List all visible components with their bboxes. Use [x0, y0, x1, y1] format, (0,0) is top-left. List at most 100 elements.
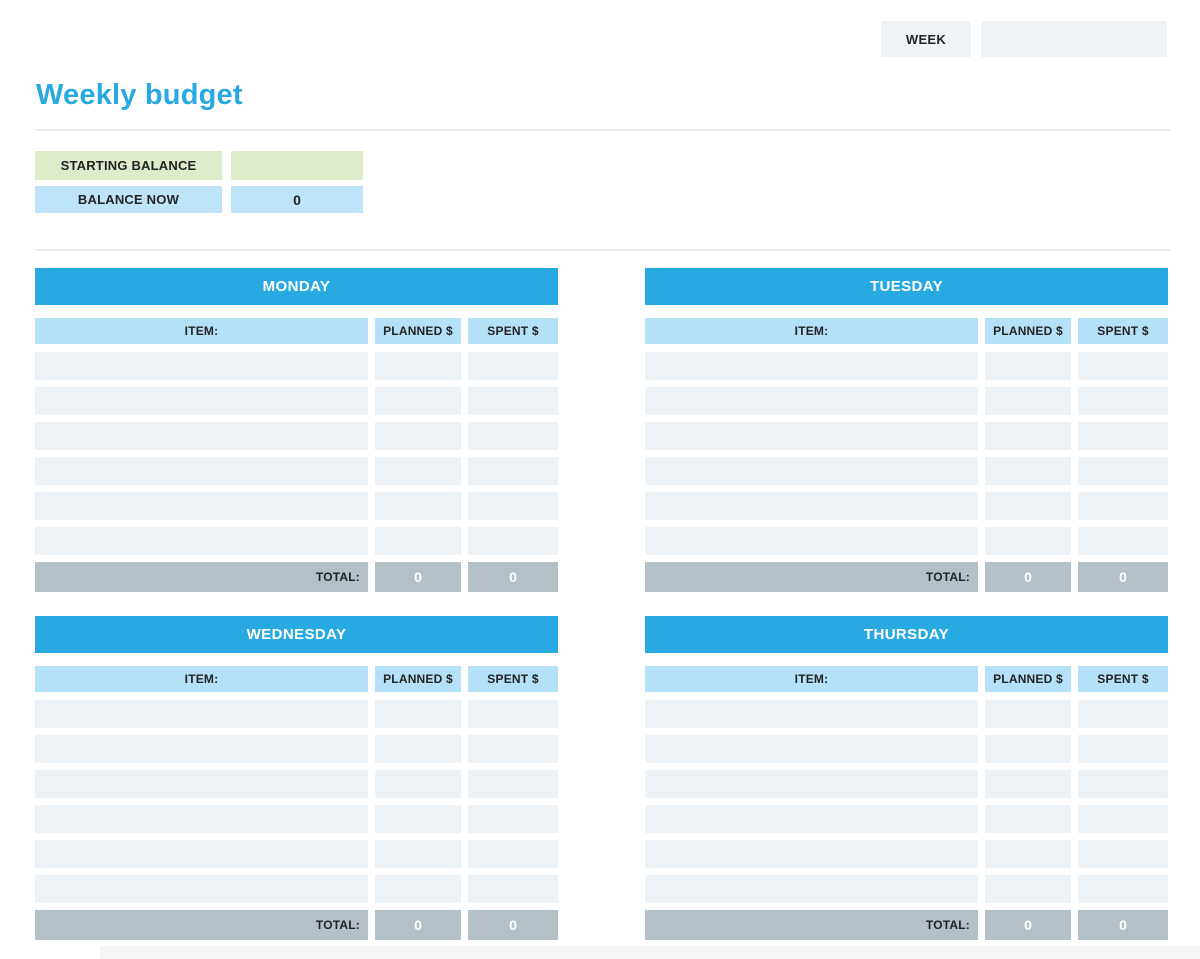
total-row: TOTAL: 0 0: [35, 910, 558, 940]
item-cell[interactable]: [645, 805, 978, 833]
planned-cell[interactable]: [985, 770, 1071, 798]
spent-cell[interactable]: [468, 352, 558, 380]
planned-column-header: PLANNED $: [985, 318, 1071, 344]
planned-cell[interactable]: [375, 875, 461, 903]
planned-cell[interactable]: [375, 527, 461, 555]
planned-cell[interactable]: [985, 387, 1071, 415]
item-row: [645, 387, 1168, 415]
item-cell[interactable]: [35, 527, 368, 555]
column-headers: ITEM: PLANNED $ SPENT $: [645, 666, 1168, 692]
spent-cell[interactable]: [1078, 770, 1168, 798]
item-cell[interactable]: [35, 840, 368, 868]
spent-cell[interactable]: [1078, 457, 1168, 485]
day-rows: [35, 700, 558, 903]
planned-cell[interactable]: [985, 735, 1071, 763]
item-cell[interactable]: [645, 840, 978, 868]
planned-cell[interactable]: [375, 770, 461, 798]
planned-cell[interactable]: [985, 492, 1071, 520]
week-input[interactable]: [981, 21, 1167, 57]
planned-cell[interactable]: [375, 352, 461, 380]
total-spent-value: 0: [468, 910, 558, 940]
day-rows: [35, 352, 558, 555]
item-cell[interactable]: [35, 805, 368, 833]
item-cell[interactable]: [645, 875, 978, 903]
item-row: [645, 840, 1168, 868]
item-cell[interactable]: [645, 527, 978, 555]
spent-cell[interactable]: [468, 457, 558, 485]
item-cell[interactable]: [35, 875, 368, 903]
item-cell[interactable]: [645, 770, 978, 798]
spent-cell[interactable]: [468, 735, 558, 763]
planned-cell[interactable]: [985, 422, 1071, 450]
item-cell[interactable]: [645, 422, 978, 450]
planned-cell[interactable]: [985, 457, 1071, 485]
column-headers: ITEM: PLANNED $ SPENT $: [35, 666, 558, 692]
spent-cell[interactable]: [1078, 700, 1168, 728]
spent-cell[interactable]: [468, 527, 558, 555]
item-cell[interactable]: [35, 457, 368, 485]
planned-cell[interactable]: [985, 527, 1071, 555]
item-cell[interactable]: [645, 457, 978, 485]
total-label: TOTAL:: [35, 910, 368, 940]
planned-cell[interactable]: [985, 875, 1071, 903]
day-rows: [645, 352, 1168, 555]
spent-cell[interactable]: [1078, 387, 1168, 415]
item-cell[interactable]: [645, 387, 978, 415]
balance-now-value: 0: [231, 186, 363, 213]
spent-cell[interactable]: [1078, 492, 1168, 520]
item-cell[interactable]: [35, 352, 368, 380]
spent-cell[interactable]: [468, 875, 558, 903]
spent-cell[interactable]: [1078, 840, 1168, 868]
planned-cell[interactable]: [375, 387, 461, 415]
page-title: Weekly budget: [36, 79, 243, 111]
item-cell[interactable]: [645, 492, 978, 520]
planned-cell[interactable]: [985, 700, 1071, 728]
spent-cell[interactable]: [468, 805, 558, 833]
balance-section: STARTING BALANCE BALANCE NOW 0: [35, 151, 363, 213]
spent-cell[interactable]: [468, 387, 558, 415]
divider-top: [35, 129, 1170, 131]
spent-cell[interactable]: [1078, 805, 1168, 833]
item-cell[interactable]: [645, 735, 978, 763]
item-cell[interactable]: [645, 700, 978, 728]
total-row: TOTAL: 0 0: [645, 910, 1168, 940]
planned-cell[interactable]: [375, 735, 461, 763]
item-column-header: ITEM:: [35, 318, 368, 344]
item-cell[interactable]: [35, 735, 368, 763]
day-header: WEDNESDAY: [35, 616, 558, 653]
spent-cell[interactable]: [468, 840, 558, 868]
planned-cell[interactable]: [375, 840, 461, 868]
planned-cell[interactable]: [985, 805, 1071, 833]
spent-cell[interactable]: [468, 422, 558, 450]
spent-cell[interactable]: [1078, 527, 1168, 555]
item-row: [645, 422, 1168, 450]
spent-cell[interactable]: [468, 770, 558, 798]
planned-cell[interactable]: [985, 352, 1071, 380]
total-spent-value: 0: [1078, 562, 1168, 592]
planned-cell[interactable]: [375, 457, 461, 485]
planned-cell[interactable]: [985, 840, 1071, 868]
spent-cell[interactable]: [1078, 875, 1168, 903]
planned-cell[interactable]: [375, 492, 461, 520]
planned-cell[interactable]: [375, 422, 461, 450]
spent-cell[interactable]: [468, 700, 558, 728]
item-row: [35, 735, 558, 763]
total-row: TOTAL: 0 0: [35, 562, 558, 592]
item-cell[interactable]: [35, 700, 368, 728]
spent-cell[interactable]: [1078, 735, 1168, 763]
item-row: [35, 700, 558, 728]
starting-balance-input[interactable]: [231, 151, 363, 180]
total-label: TOTAL:: [35, 562, 368, 592]
item-cell[interactable]: [35, 422, 368, 450]
item-cell[interactable]: [645, 352, 978, 380]
spent-cell[interactable]: [1078, 352, 1168, 380]
item-cell[interactable]: [35, 770, 368, 798]
item-cell[interactable]: [35, 387, 368, 415]
planned-cell[interactable]: [375, 700, 461, 728]
starting-balance-label: STARTING BALANCE: [35, 151, 222, 180]
planned-cell[interactable]: [375, 805, 461, 833]
total-planned-value: 0: [985, 910, 1071, 940]
spent-cell[interactable]: [468, 492, 558, 520]
spent-cell[interactable]: [1078, 422, 1168, 450]
item-cell[interactable]: [35, 492, 368, 520]
